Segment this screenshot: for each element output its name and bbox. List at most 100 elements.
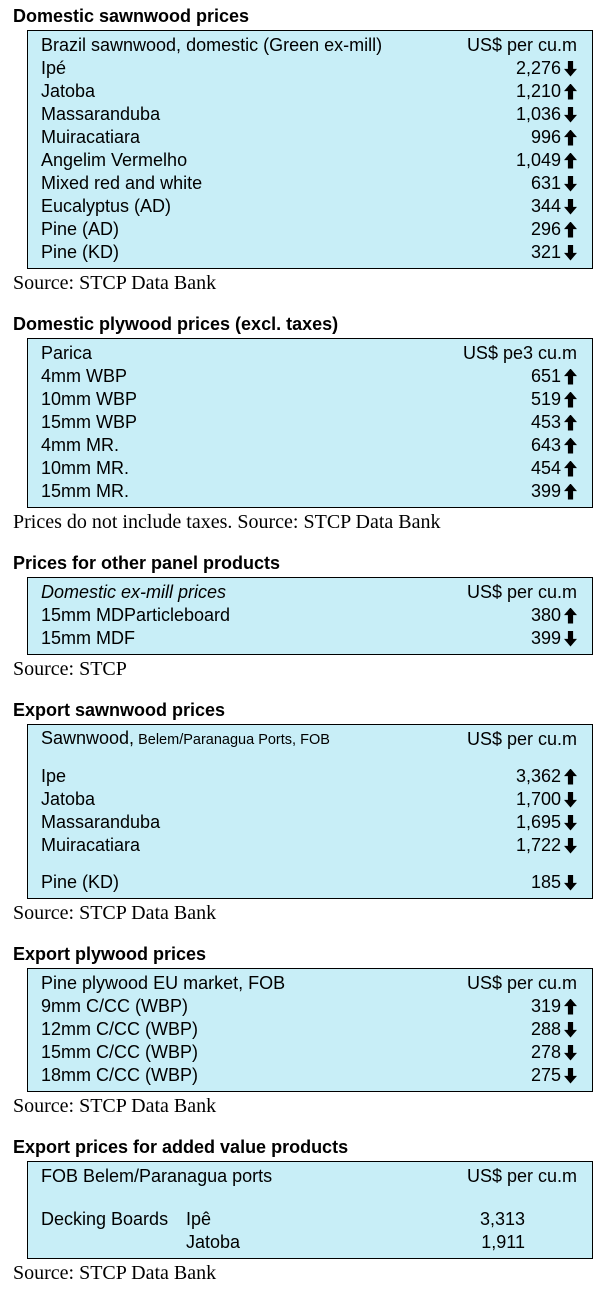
- price-number: 651: [530, 366, 561, 386]
- price-row: 15mm C/CC (WBP) 278: [28, 1041, 592, 1064]
- price-value: 1,911: [481, 1231, 525, 1254]
- product-subname: Ipê: [186, 1209, 212, 1229]
- table-header-row: Sawnwood, Belem/Paranagua Ports, FOB US$…: [28, 728, 592, 751]
- up-arrow-icon: [564, 460, 577, 477]
- down-arrow-icon: [564, 244, 577, 261]
- down-arrow-icon: [564, 1021, 577, 1038]
- price-value: 399: [531, 480, 577, 503]
- price-table: Parica US$ pe3 cu.m 4mm WBP 651 10mm WBP 51…: [27, 338, 593, 508]
- price-rows: 9mm C/CC (WBP) 319 12mm C/CC (WBP) 288 15mm …: [28, 995, 592, 1087]
- price-number: 2,276: [515, 58, 561, 78]
- price-value: 319: [531, 995, 577, 1018]
- product-name: 15mm C/CC (WBP): [41, 1042, 198, 1062]
- header-label: Domestic ex-mill prices: [41, 581, 467, 604]
- product-name: Massaranduba: [41, 104, 161, 124]
- price-row: Jatoba 1,911: [28, 1231, 592, 1254]
- price-number: 631: [530, 173, 561, 193]
- price-row: 4mm WBP 651: [28, 365, 592, 388]
- up-arrow-icon: [564, 221, 577, 238]
- header-label-small: Belem/Paranagua Ports, FOB: [134, 732, 330, 748]
- source-note: Source: STCP Data Bank: [13, 902, 217, 924]
- header-unit: US$ per cu.m: [466, 35, 577, 55]
- price-table: Domestic ex-mill prices US$ per cu.m 15m…: [27, 577, 593, 655]
- price-value: 643: [531, 434, 577, 457]
- table-header-row: Domestic ex-mill prices US$ per cu.m: [28, 581, 592, 604]
- header-label: Sawnwood, Belem/Paranagua Ports, FOB: [41, 727, 467, 752]
- down-arrow-icon: [564, 1067, 577, 1084]
- price-number: 275: [530, 1065, 561, 1085]
- price-number: 380: [530, 605, 561, 625]
- price-value: 288: [531, 1018, 577, 1041]
- price-value: 1,722: [516, 834, 577, 857]
- price-number: 399: [530, 481, 561, 501]
- product-name: Pine (KD): [41, 872, 120, 892]
- table-header-row: Parica US$ pe3 cu.m: [28, 342, 592, 365]
- price-number: 296: [530, 219, 561, 239]
- price-row: 15mm WBP 453: [28, 411, 592, 434]
- price-row: 15mm MDF 399: [28, 627, 592, 650]
- price-value: 453: [531, 411, 577, 434]
- price-number: 643: [530, 435, 561, 455]
- price-number: 454: [530, 458, 561, 478]
- price-rows: 4mm WBP 651 10mm WBP 519 15mm WBP 453 4mm MR. 6…: [28, 365, 592, 503]
- product-name: Ipe: [41, 766, 67, 786]
- product-name: Jatoba: [41, 81, 96, 101]
- price-row: Jatoba 1,210: [28, 80, 592, 103]
- up-arrow-icon: [564, 368, 577, 385]
- price-value: 651: [531, 365, 577, 388]
- section-title: Prices for other panel products: [13, 553, 281, 573]
- price-value: 519: [531, 388, 577, 411]
- price-row: 9mm C/CC (WBP) 319: [28, 995, 592, 1018]
- down-arrow-icon: [564, 837, 577, 854]
- price-value: 1,036: [516, 103, 577, 126]
- source-note: Source: STCP: [13, 658, 127, 680]
- price-number: 288: [530, 1019, 561, 1039]
- section-title: Domestic sawnwood prices: [13, 6, 250, 26]
- section-export-sawnwood: Export sawnwood prices Sawnwood, Belem/P…: [13, 700, 609, 926]
- header-label-main: Domestic ex-mill prices: [41, 582, 227, 602]
- price-value: 1,049: [516, 149, 577, 172]
- price-number: 3,313: [479, 1209, 525, 1229]
- up-arrow-icon: [564, 391, 577, 408]
- up-arrow-icon: [564, 129, 577, 146]
- price-row: Angelim Vermelho 1,049: [28, 149, 592, 172]
- down-arrow-icon: [564, 630, 577, 647]
- price-value: 996: [531, 126, 577, 149]
- price-number: 278: [530, 1042, 561, 1062]
- table-header-row: Brazil sawnwood, domestic (Green ex-mill…: [28, 34, 592, 57]
- product-name: Angelim Vermelho: [41, 150, 188, 170]
- product-name: 10mm WBP: [41, 389, 138, 409]
- price-number: 519: [530, 389, 561, 409]
- price-table: Sawnwood, Belem/Paranagua Ports, FOB US$…: [27, 724, 593, 899]
- price-value: 275: [531, 1064, 577, 1087]
- section-title: Domestic plywood prices (excl. taxes): [13, 314, 339, 334]
- up-arrow-icon: [564, 152, 577, 169]
- price-table: Pine plywood EU market, FOB US$ per cu.m…: [27, 968, 593, 1092]
- price-value: 321: [531, 241, 577, 264]
- price-value: 185: [531, 871, 577, 894]
- table-header-row: FOB Belem/Paranagua ports US$ per cu.m: [28, 1165, 592, 1188]
- source-note: Prices do not include taxes. Source: STC…: [13, 511, 441, 533]
- product-name: 15mm MDParticleboard: [41, 605, 231, 625]
- price-value: 3,362: [516, 765, 577, 788]
- product-name: Mixed red and white: [41, 173, 203, 193]
- section-export-plywood: Export plywood prices Pine plywood EU ma…: [13, 944, 609, 1119]
- price-number: 1,036: [515, 104, 561, 124]
- price-row: Muiracatiara 996: [28, 126, 592, 149]
- price-row: Ipe 3,362: [28, 765, 592, 788]
- product-name: Jatoba: [41, 789, 96, 809]
- header-label: FOB Belem/Paranagua ports: [41, 1165, 467, 1188]
- product-name: 18mm C/CC (WBP): [41, 1065, 198, 1085]
- section-title: Export plywood prices: [13, 944, 207, 964]
- header-unit: US$ per cu.m: [466, 582, 577, 602]
- source-note: Source: STCP Data Bank: [13, 1262, 217, 1284]
- product-name: Massaranduba: [41, 812, 161, 832]
- price-row: 10mm WBP 519: [28, 388, 592, 411]
- down-arrow-icon: [564, 791, 577, 808]
- price-value: 278: [531, 1041, 577, 1064]
- table-header-row: Pine plywood EU market, FOB US$ per cu.m: [28, 972, 592, 995]
- price-row: Jatoba 1,700: [28, 788, 592, 811]
- header-unit: US$ per cu.m: [466, 973, 577, 993]
- down-arrow-icon: [564, 106, 577, 123]
- section-domestic-sawnwood: Domestic sawnwood prices Brazil sawnwood…: [13, 6, 609, 296]
